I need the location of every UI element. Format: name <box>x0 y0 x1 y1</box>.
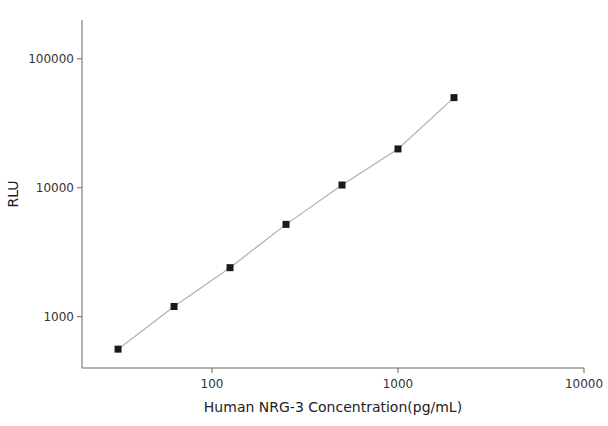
x-tick-label: 10000 <box>565 377 603 391</box>
data-marker <box>171 303 178 310</box>
chart: 100 1000 10000 1000 10000 100000 Human NRG-3 C… <box>0 0 608 426</box>
y-tick-label: 10000 <box>36 181 74 195</box>
x-axis-line <box>82 368 584 369</box>
y-axis-label: RLU <box>5 180 21 207</box>
y-tick <box>77 58 82 59</box>
y-tick <box>77 187 82 188</box>
x-tick <box>212 368 213 373</box>
x-tick <box>584 368 585 373</box>
x-tick-label: 1000 <box>383 377 414 391</box>
data-marker <box>395 145 402 152</box>
y-tick-label: 100000 <box>28 52 74 66</box>
data-line <box>118 98 454 350</box>
y-tick <box>77 316 82 317</box>
data-marker <box>227 264 234 271</box>
chart-container: 100 1000 10000 1000 10000 100000 Human NRG-3 C… <box>0 0 608 426</box>
data-marker <box>450 94 457 101</box>
x-tick-label: 100 <box>201 377 224 391</box>
x-axis-label: Human NRG-3 Concentration(pg/mL) <box>204 399 462 415</box>
x-tick <box>398 368 399 373</box>
y-tick-label: 1000 <box>43 310 74 324</box>
y-axis-line <box>82 20 83 368</box>
data-marker <box>339 182 346 189</box>
plot-area <box>115 94 458 353</box>
data-marker <box>283 221 290 228</box>
data-marker <box>115 346 122 353</box>
